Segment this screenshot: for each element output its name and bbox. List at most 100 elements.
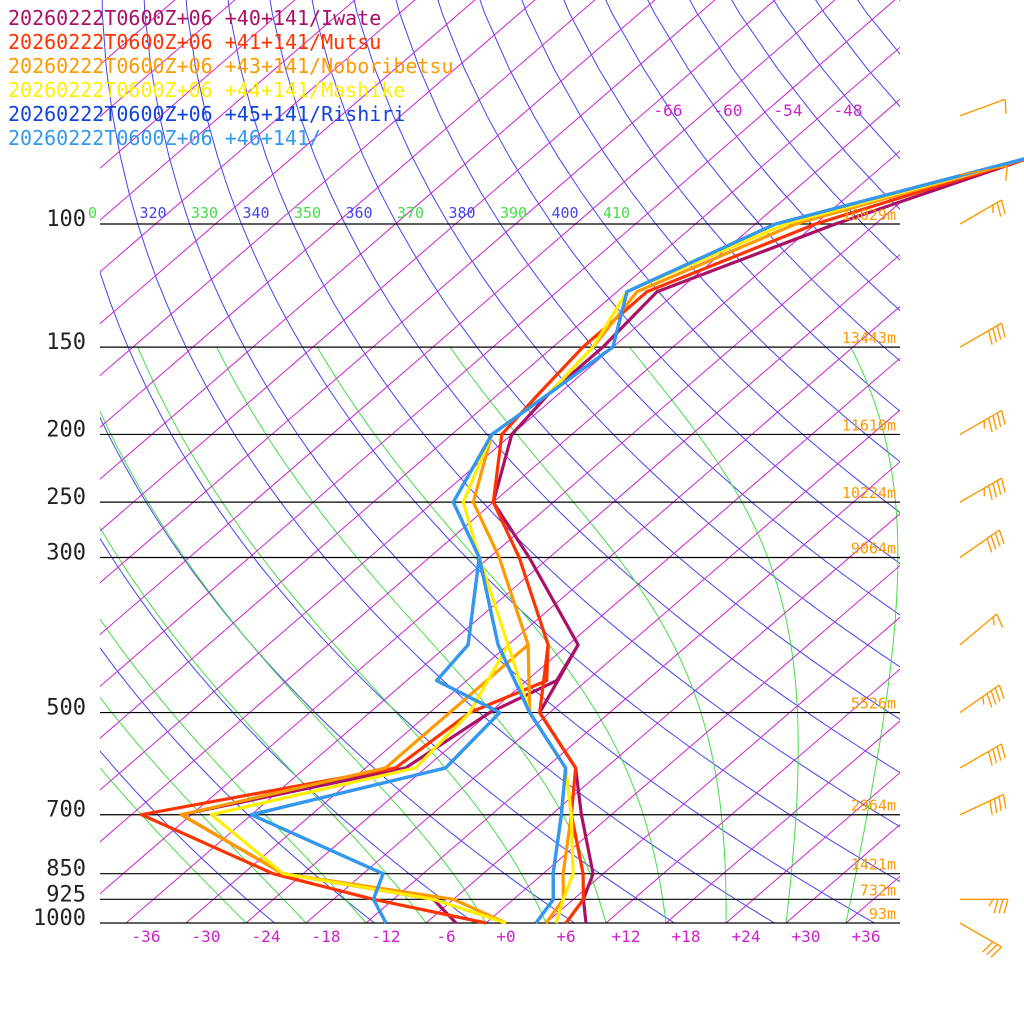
theta-label: 370 <box>397 204 424 222</box>
theta-label: 330 <box>191 204 218 222</box>
moist-adiabat <box>100 410 487 923</box>
barb-feather <box>1005 166 1008 181</box>
legend-entry: 20260222T0600Z+06 +40+141/Iwate <box>8 6 382 30</box>
barb-feather <box>987 751 993 766</box>
dry-adiabat <box>815 0 900 108</box>
isotherm <box>100 0 596 428</box>
wind-barb <box>959 199 1006 225</box>
barb-staff <box>959 684 1000 714</box>
isotherm <box>100 0 536 377</box>
pressure-label: 100 <box>46 207 86 232</box>
theta-label: 410 <box>603 204 630 222</box>
theta-label: 400 <box>552 204 579 222</box>
isobars <box>100 223 900 924</box>
wind-barb <box>959 98 1007 117</box>
moist-adiabat <box>100 767 247 923</box>
dry-adiabat <box>899 0 900 2</box>
legend-entry: 20260222T0600Z+06 +44+141/Mashike <box>8 78 406 102</box>
pressure-label: 850 <box>46 857 86 882</box>
pressure-label: 250 <box>46 485 86 510</box>
isotherm <box>100 0 296 169</box>
isotherm-top-label: -48 <box>834 101 863 120</box>
barb-feather <box>994 687 1001 702</box>
height-label: 13443m <box>842 329 896 347</box>
pressure-label: 925 <box>46 882 86 907</box>
height-label: 10224m <box>842 484 896 502</box>
barb-feather <box>989 800 993 816</box>
isotherm <box>605 668 900 923</box>
wind-barbs <box>959 98 1009 958</box>
barb-feather <box>992 617 996 626</box>
moist-adiabat <box>845 346 899 923</box>
pressure-label: 200 <box>46 417 86 442</box>
x-tick-label: +6 <box>556 927 575 946</box>
height-label: 11610m <box>842 416 896 434</box>
barb-feather <box>982 696 985 705</box>
isotherm-top-label: -60 <box>714 101 743 120</box>
series-temperature-line <box>491 157 1024 924</box>
isotherm-top-label: -66 <box>654 101 683 120</box>
theta-label: 390 <box>500 204 527 222</box>
barb-feather <box>988 898 994 907</box>
barb-feather <box>998 899 1004 914</box>
wind-barb <box>959 793 1007 816</box>
barb-feather <box>1000 410 1006 425</box>
isotherm <box>545 616 900 923</box>
series-dewpoint-line <box>209 644 510 925</box>
moist-adiabat <box>100 618 367 923</box>
barb-feather <box>987 417 993 433</box>
barb-feather <box>994 532 1001 547</box>
isotherm-top-label: -54 <box>774 101 803 120</box>
wind-barb <box>959 529 1005 559</box>
barb-staff <box>959 613 998 646</box>
barb-feather <box>986 943 998 956</box>
wind-barb <box>959 322 1006 348</box>
series-dewpoint-line <box>139 644 550 925</box>
wind-barb <box>959 743 1006 769</box>
moist-adiabat <box>100 526 427 923</box>
barb-feather <box>996 325 1002 340</box>
dry-adiabat <box>731 0 900 210</box>
x-tick-label: -30 <box>192 927 221 946</box>
series-temperature-line <box>491 157 1024 924</box>
dry-adiabat <box>100 646 375 923</box>
pressure-label: 300 <box>46 541 86 566</box>
legend-entry: 20260222T0600Z+06 +46+141/ <box>8 126 322 150</box>
barb-staff <box>959 98 1006 117</box>
legend-entry: 20260222T0600Z+06 +41+141/Mutsu <box>8 30 382 54</box>
x-tick-label: -12 <box>372 927 401 946</box>
height-label: 1421m <box>851 856 896 874</box>
wind-barb <box>959 684 1005 714</box>
height-label: 9064m <box>851 540 896 558</box>
dry-adiabat <box>647 0 900 312</box>
wind-barb <box>960 898 1009 914</box>
barb-feather <box>996 746 1002 761</box>
wind-barb <box>959 409 1006 436</box>
series-dewpoint-line <box>249 557 502 924</box>
dry-adiabat <box>100 537 475 923</box>
barb-feather <box>996 202 1002 217</box>
isotherm <box>365 461 900 923</box>
isotherm <box>485 564 900 923</box>
legend-entry: 20260222T0600Z+06 +43+141/Noboribetsu <box>8 54 454 78</box>
isotherm <box>906 0 1024 923</box>
barb-feather <box>1000 477 1006 493</box>
theta-label: 350 <box>294 204 321 222</box>
wind-barb <box>959 922 1003 958</box>
isotherm <box>100 0 236 118</box>
wind-barb <box>959 613 1004 646</box>
barb-feather <box>996 412 1002 428</box>
pressure-label: 1000 <box>33 906 86 931</box>
x-tick-label: -18 <box>312 927 341 946</box>
isotherm <box>425 513 900 923</box>
legend: 20260222T0600Z+06 +40+141/Iwate 20260222T… <box>8 6 454 150</box>
x-tick-label: +12 <box>612 927 641 946</box>
theta-label: 360 <box>346 204 373 222</box>
barb-feather <box>992 482 998 498</box>
theta-label: 320 <box>140 204 167 222</box>
axis-labels: 100 16029m 150 13443m 200 11610m 250 10224m 300 9… <box>33 101 896 946</box>
barb-feather <box>987 485 993 500</box>
barb-feather <box>993 798 998 814</box>
x-tick-label: +0 <box>496 927 515 946</box>
